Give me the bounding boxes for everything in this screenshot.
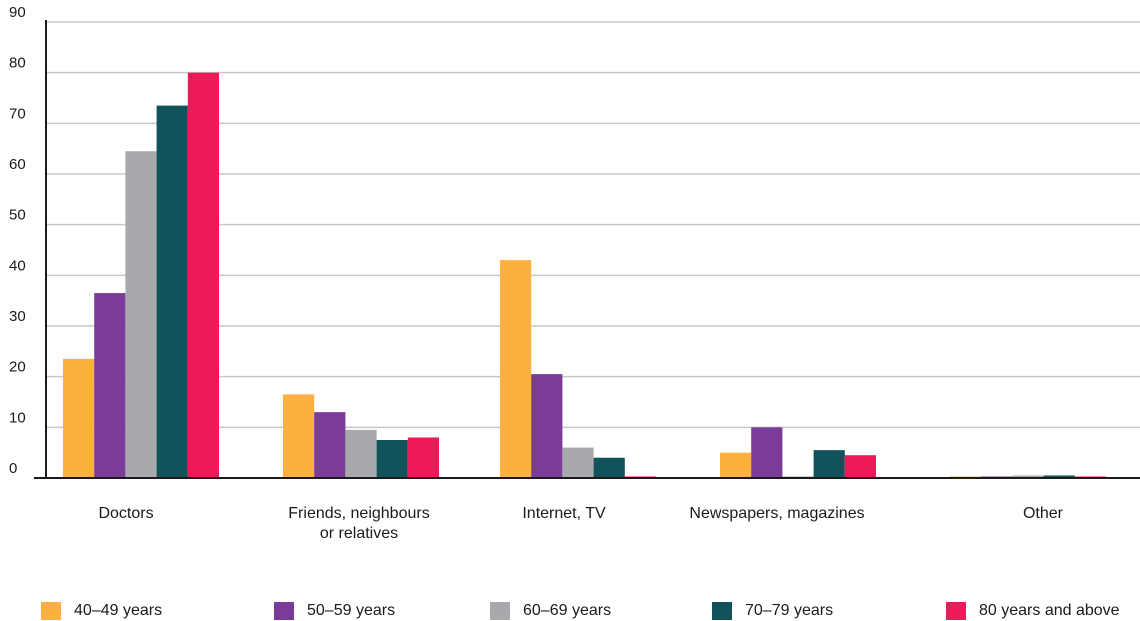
y-tick-label: 50 [9, 207, 26, 224]
bar [813, 450, 845, 478]
y-tick-label: 30 [9, 308, 26, 325]
bar [844, 455, 876, 478]
y-tick-label: 60 [9, 156, 26, 173]
bar [500, 260, 532, 478]
legend-item: 80 years and above [946, 600, 1120, 621]
legend-swatch [712, 601, 732, 620]
bar [407, 437, 439, 478]
legend-item: 50–59 years [274, 600, 395, 621]
axes [34, 20, 1140, 479]
bar-chart: 0 10 20 30 40 50 60 70 80 90 Doctors Friends, neigh… [9, 4, 1140, 542]
y-tick-label: 80 [9, 55, 26, 72]
y-tick-label: 90 [9, 4, 26, 21]
x-category-label: Internet, TV [522, 505, 606, 522]
bar [720, 452, 752, 478]
legend-label: 80 years and above [979, 601, 1120, 619]
x-category-label: Newspapers, magazines [689, 505, 864, 522]
bar [562, 447, 594, 478]
bar [345, 429, 377, 478]
legend-swatch [274, 601, 294, 620]
bar [376, 440, 408, 478]
legend-label: 40–49 years [74, 601, 163, 619]
bar [94, 293, 126, 478]
bar [187, 72, 219, 479]
x-category-label: Doctors [98, 505, 153, 522]
y-tick-label: 20 [9, 359, 26, 376]
y-tick-label: 40 [9, 257, 26, 274]
bar [1012, 475, 1044, 478]
legend-label: 70–79 years [745, 601, 834, 619]
y-tick-label: 0 [9, 460, 17, 477]
bar [125, 151, 157, 478]
bars [63, 72, 1106, 479]
y-tick-label: 10 [9, 409, 26, 426]
bar [531, 374, 563, 478]
legend-item: 40–49 years [41, 600, 162, 621]
legend-item: 70–79 years [712, 600, 833, 621]
y-tick-label: 70 [9, 105, 26, 122]
legend-label: 50–59 years [307, 601, 396, 619]
bar [1043, 475, 1075, 478]
legend-swatch [946, 601, 966, 620]
bar [593, 457, 625, 478]
legend-swatch [41, 601, 61, 620]
legend-swatch [490, 601, 510, 620]
bar [283, 394, 315, 478]
gridlines [46, 21, 1140, 429]
x-category-label: Other [1023, 505, 1064, 522]
labels: 0 10 20 30 40 50 60 70 80 90 Doctors Friends, neigh… [9, 4, 1064, 542]
legend-item: 60–69 years [490, 600, 611, 621]
bar [156, 105, 188, 478]
bar [751, 427, 783, 478]
legend: 40–49 years 50–59 years 60–69 years 70–79 y… [0, 600, 1140, 621]
legend-label: 60–69 years [523, 601, 612, 619]
bar [63, 358, 95, 478]
bar [314, 412, 346, 478]
x-category-label: Friends, neighbours or relatives [288, 505, 429, 542]
